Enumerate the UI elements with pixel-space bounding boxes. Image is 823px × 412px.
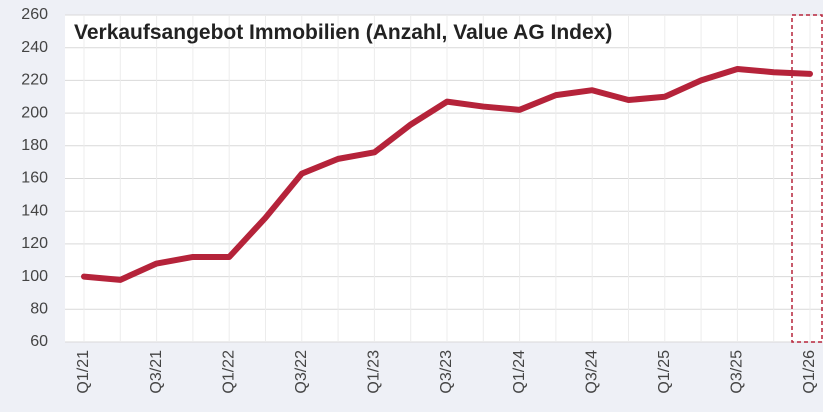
grid — [65, 14, 823, 343]
y-tick-label: 60 — [30, 333, 48, 350]
y-tick-label: 260 — [21, 6, 48, 23]
x-tick-label: Q1/25 — [656, 350, 673, 394]
x-tick-label: Q3/24 — [583, 350, 600, 394]
x-tick-label: Q1/22 — [220, 350, 237, 394]
x-tick-label: Q1/24 — [511, 350, 528, 394]
y-tick-label: 220 — [21, 72, 48, 89]
x-tick-label: Q1/23 — [366, 350, 383, 394]
y-tick-label: 140 — [21, 202, 48, 219]
y-tick-label: 180 — [21, 137, 48, 154]
line-series — [81, 65, 813, 283]
y-tick-label: 240 — [21, 39, 48, 56]
x-tick-label: Q3/23 — [438, 350, 455, 394]
chart-title: Verkaufsangebot Immobilien (Anzahl, Valu… — [74, 21, 613, 44]
x-tick-label: Q1/21 — [75, 350, 92, 394]
x-tick-label: Q3/25 — [729, 350, 746, 394]
x-tick-label: Q3/22 — [293, 350, 310, 394]
y-tick-label: 120 — [21, 235, 48, 252]
y-tick-label: 160 — [21, 170, 48, 187]
y-tick-label: 200 — [21, 104, 48, 121]
y-tick-label: 100 — [21, 268, 48, 285]
forecast-box — [791, 14, 823, 343]
x-tick-label: Q3/21 — [148, 350, 165, 394]
x-tick-label: Q1/26 — [801, 350, 818, 394]
y-tick-label: 80 — [30, 301, 48, 318]
